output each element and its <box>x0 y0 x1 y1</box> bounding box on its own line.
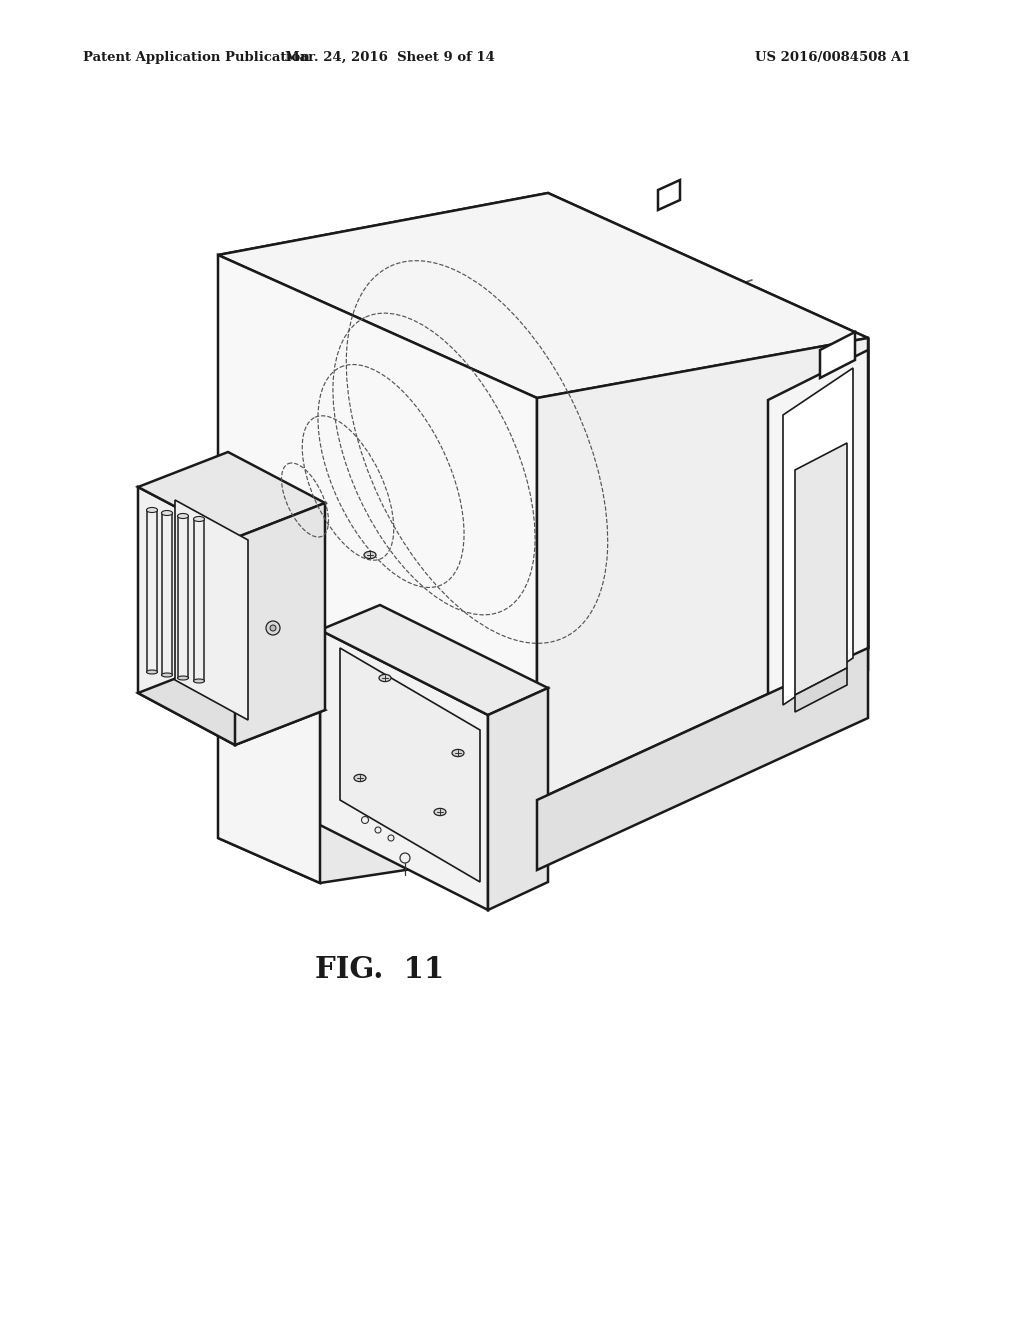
Polygon shape <box>319 630 488 909</box>
Ellipse shape <box>364 552 376 558</box>
Ellipse shape <box>354 775 366 781</box>
Ellipse shape <box>194 678 205 682</box>
Polygon shape <box>138 487 234 744</box>
Polygon shape <box>820 333 855 378</box>
Ellipse shape <box>162 673 172 677</box>
Ellipse shape <box>146 671 158 675</box>
Ellipse shape <box>177 513 188 519</box>
Text: FIG.  11: FIG. 11 <box>315 956 444 985</box>
Ellipse shape <box>434 808 446 816</box>
Polygon shape <box>768 350 868 719</box>
Polygon shape <box>218 805 537 883</box>
Polygon shape <box>340 648 480 882</box>
Polygon shape <box>234 503 325 744</box>
Polygon shape <box>218 255 537 800</box>
Polygon shape <box>795 444 847 696</box>
Polygon shape <box>138 657 325 744</box>
Polygon shape <box>537 648 868 870</box>
Polygon shape <box>488 688 548 909</box>
Polygon shape <box>138 451 325 539</box>
Polygon shape <box>658 180 680 210</box>
Ellipse shape <box>452 750 464 756</box>
Circle shape <box>270 624 276 631</box>
Polygon shape <box>218 193 868 399</box>
Ellipse shape <box>194 516 205 521</box>
Polygon shape <box>795 668 847 711</box>
Ellipse shape <box>146 507 158 512</box>
Polygon shape <box>218 665 319 883</box>
Ellipse shape <box>177 676 188 680</box>
Text: US 2016/0084508 A1: US 2016/0084508 A1 <box>755 50 910 63</box>
Ellipse shape <box>379 675 391 681</box>
Ellipse shape <box>162 511 172 516</box>
Text: Patent Application Publication: Patent Application Publication <box>83 50 309 63</box>
Polygon shape <box>783 368 853 705</box>
Polygon shape <box>537 338 868 800</box>
Polygon shape <box>319 605 548 715</box>
Text: Mar. 24, 2016  Sheet 9 of 14: Mar. 24, 2016 Sheet 9 of 14 <box>285 50 495 63</box>
Circle shape <box>266 620 280 635</box>
Polygon shape <box>218 665 537 825</box>
Polygon shape <box>175 500 248 719</box>
